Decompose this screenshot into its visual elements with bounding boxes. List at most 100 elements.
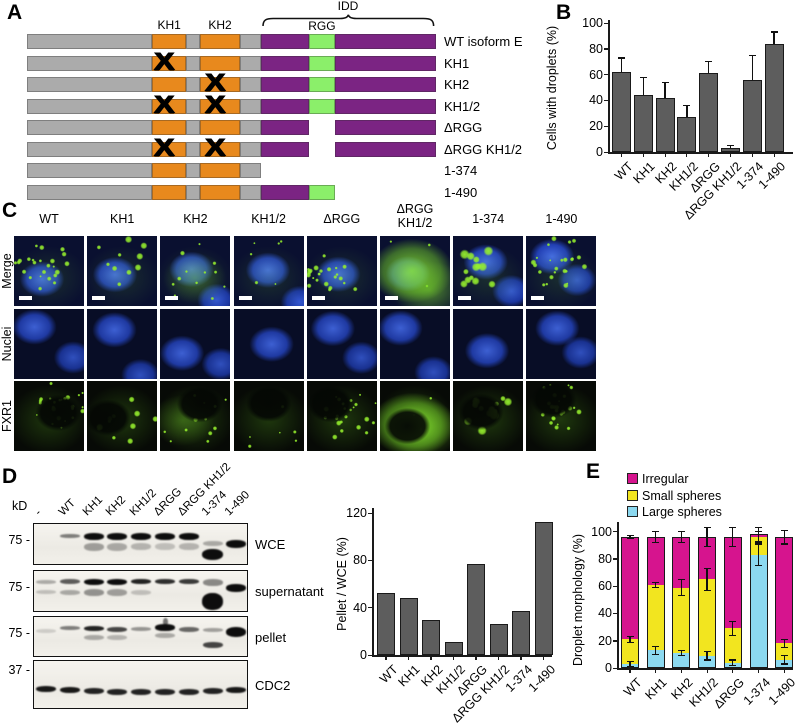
stack-segment-magenta bbox=[647, 538, 664, 585]
protein-band bbox=[155, 623, 175, 631]
protein-band bbox=[59, 579, 80, 585]
error-bar-line bbox=[706, 527, 708, 547]
domain-segment-purple bbox=[261, 120, 310, 135]
blot-cdc2 bbox=[33, 660, 248, 709]
domain-segment-orange bbox=[152, 34, 187, 49]
x-tick bbox=[783, 669, 785, 673]
bar bbox=[377, 593, 395, 655]
category-label: 1-374 bbox=[740, 675, 773, 708]
category-label: KH1 bbox=[642, 675, 670, 703]
error-bar-line bbox=[642, 77, 644, 96]
scale-bar bbox=[458, 296, 472, 300]
stack-segment-magenta bbox=[699, 538, 716, 580]
x-tick bbox=[773, 153, 775, 157]
error-bar-cap bbox=[652, 586, 660, 589]
domain-segment-orange bbox=[199, 120, 241, 135]
error-bar-cap bbox=[755, 565, 762, 567]
micrograph-nuclei bbox=[160, 308, 231, 379]
error-bar-cap bbox=[755, 542, 762, 544]
domain-segment-purple bbox=[334, 141, 436, 157]
domain-segment-green bbox=[309, 34, 335, 49]
protein-band bbox=[83, 578, 104, 585]
column-header: KH2 bbox=[183, 212, 208, 226]
y-tick bbox=[613, 585, 617, 588]
y-tick bbox=[604, 48, 608, 50]
error-bar-cap bbox=[626, 636, 634, 638]
construct-row bbox=[27, 184, 436, 200]
error-bar-line bbox=[655, 646, 657, 655]
mw-marker: 75 - bbox=[8, 626, 30, 640]
domain-segment-orange bbox=[199, 141, 241, 157]
error-bar-line bbox=[680, 579, 683, 596]
x-axis bbox=[608, 152, 793, 154]
protein-band bbox=[107, 588, 128, 596]
bar bbox=[677, 117, 697, 152]
y-tick bbox=[613, 667, 617, 669]
error-bar-cap bbox=[703, 546, 711, 548]
protein-band bbox=[131, 626, 152, 631]
domain-segment-orange bbox=[152, 98, 187, 114]
y-tick bbox=[604, 22, 608, 24]
domain-segment-green bbox=[309, 55, 335, 71]
stack-segment-yellow bbox=[724, 627, 741, 663]
bar bbox=[534, 522, 553, 655]
y-tick-label: 60 bbox=[589, 67, 603, 82]
domain-segment-purple bbox=[334, 55, 436, 71]
stacked-bar bbox=[698, 537, 717, 668]
scale-bar bbox=[385, 296, 398, 300]
x-tick bbox=[706, 669, 708, 673]
domain-segment-gray bbox=[186, 55, 200, 71]
error-bar-cap bbox=[729, 659, 737, 661]
y-tick-label: 80 bbox=[589, 41, 603, 56]
domain-segment-green bbox=[309, 77, 335, 92]
micrograph-nuclei bbox=[306, 308, 377, 379]
micrograph-nuclei bbox=[87, 308, 158, 379]
error-bar-cap bbox=[780, 543, 788, 545]
y-tick bbox=[368, 607, 372, 609]
protein-band bbox=[178, 688, 199, 695]
error-bar-line bbox=[751, 55, 753, 80]
error-bar-cap bbox=[729, 634, 737, 636]
error-bar-line bbox=[706, 568, 708, 591]
protein-band bbox=[155, 542, 175, 550]
error-bar-cap bbox=[677, 595, 685, 597]
x-tick bbox=[732, 669, 734, 673]
stacked-bar bbox=[672, 537, 691, 668]
error-bar-cap bbox=[626, 537, 634, 540]
construct-row bbox=[27, 55, 436, 71]
y-tick-label: 0 bbox=[596, 145, 603, 159]
bar bbox=[699, 73, 719, 152]
protein-band bbox=[131, 542, 152, 550]
domain-segment-gray bbox=[240, 98, 262, 114]
bar bbox=[467, 563, 485, 655]
stack-segment-magenta bbox=[673, 538, 690, 588]
protein-band bbox=[202, 549, 224, 561]
error-bar-line bbox=[629, 636, 631, 643]
protein-band bbox=[202, 540, 223, 546]
x-tick bbox=[680, 669, 682, 673]
construct-label: 1-490 bbox=[444, 184, 478, 200]
y-tick bbox=[604, 125, 608, 127]
protein-band bbox=[226, 686, 247, 693]
scale-bar bbox=[19, 296, 32, 300]
x-tick bbox=[475, 656, 477, 660]
column-header-line: KH1/2 bbox=[397, 216, 433, 230]
kh2-domain-label: KH2 bbox=[208, 18, 232, 32]
domain-segment-gray bbox=[27, 77, 153, 92]
domain-segment-orange bbox=[152, 77, 187, 92]
domain-segment-gray bbox=[186, 77, 200, 92]
error-bar-cap bbox=[652, 653, 660, 656]
stack-segment-magenta bbox=[724, 538, 741, 629]
legend-swatch bbox=[627, 506, 638, 517]
micrograph-merge bbox=[526, 236, 597, 306]
error-bar-cap bbox=[703, 527, 711, 529]
error-bar-cap bbox=[703, 567, 711, 570]
construct-label: ΔRGG KH1/2 bbox=[444, 141, 523, 157]
y-tick-label: 80 bbox=[598, 551, 612, 566]
protein-band bbox=[155, 633, 175, 639]
x-tick bbox=[751, 153, 753, 157]
bar bbox=[612, 72, 631, 152]
domain-segment-orange bbox=[152, 55, 187, 71]
rgg-domain-label: RGG bbox=[308, 19, 336, 33]
